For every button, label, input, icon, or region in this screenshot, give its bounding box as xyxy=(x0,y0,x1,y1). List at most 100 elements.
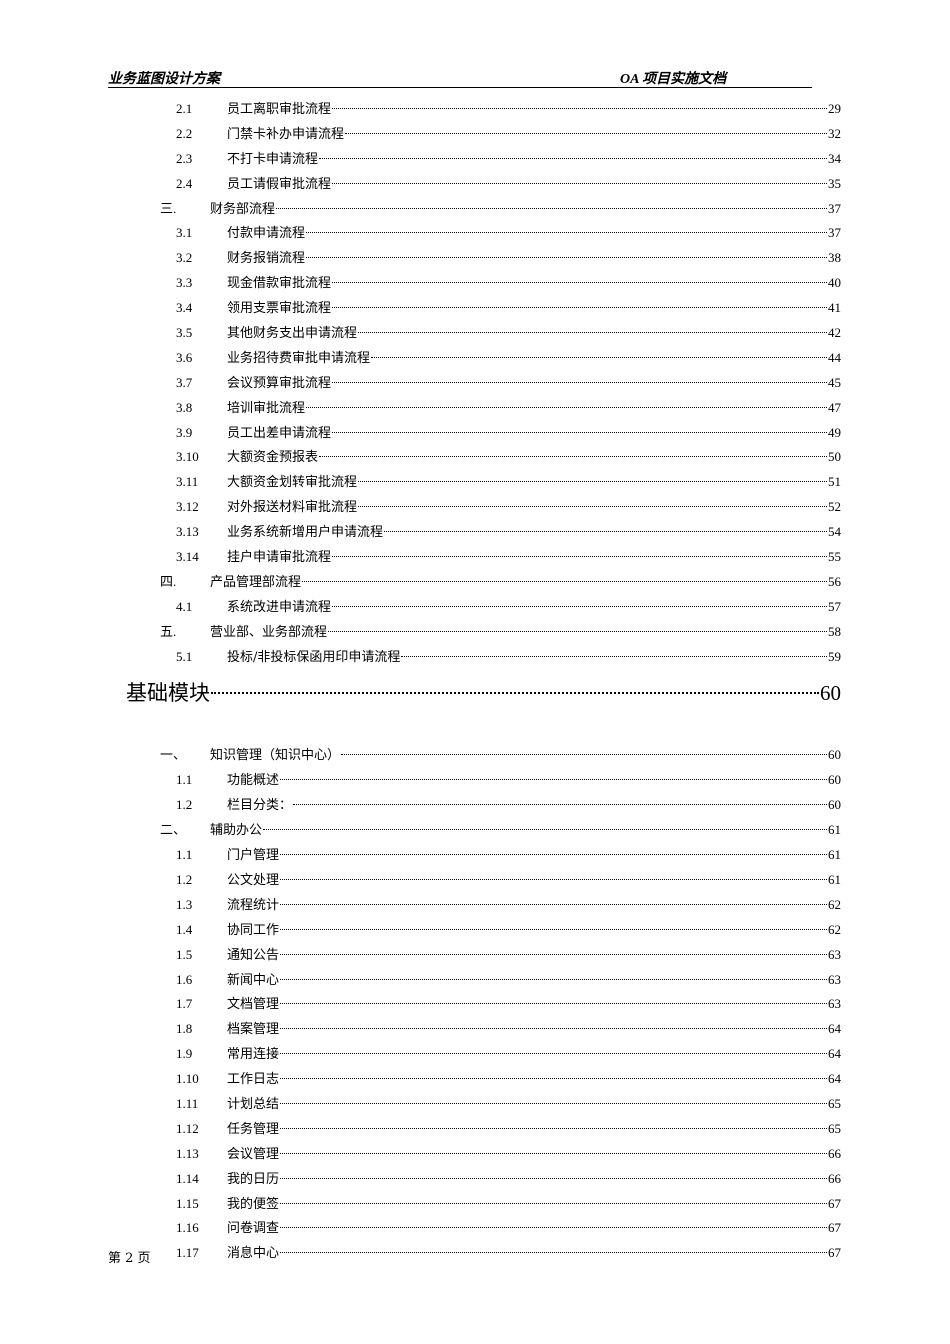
toc-entry[interactable]: 基础模块 60 xyxy=(0,669,950,743)
toc-entry-title[interactable]: 门禁卡补办申请流程 xyxy=(227,126,345,142)
toc-entry[interactable]: 1.3 流程统计 62 xyxy=(0,893,950,918)
toc-entry-title[interactable]: 新闻中心 xyxy=(227,972,280,988)
toc-entry-title[interactable]: 协同工作 xyxy=(227,922,280,938)
toc-entry[interactable]: 2.2 门禁卡补办申请流程 32 xyxy=(0,122,950,147)
toc-entry[interactable]: 1.9 常用连接 64 xyxy=(0,1042,950,1067)
toc-entry[interactable]: 1.5 通知公告 63 xyxy=(0,943,950,968)
toc-entry-number: 3.4 xyxy=(176,300,193,316)
toc-entry[interactable]: 3.8 培训审批流程 47 xyxy=(0,396,950,421)
dot-leader xyxy=(280,1152,827,1154)
toc-entry-number: 3.10 xyxy=(176,449,199,465)
toc-entry[interactable]: 3.2 财务报销流程 38 xyxy=(0,246,950,271)
toc-entry[interactable]: 1.17 消息中心 67 xyxy=(0,1241,950,1266)
toc-entry[interactable]: 2.4 员工请假审批流程 35 xyxy=(0,172,950,197)
toc-entry[interactable]: 5.1 投标/非投标保函用印申请流程 59 xyxy=(0,645,950,670)
toc-entry-title[interactable]: 会议预算审批流程 xyxy=(227,375,332,391)
dot-leader xyxy=(280,1227,827,1229)
toc-entry-title[interactable]: 档案管理 xyxy=(227,1022,280,1038)
toc-entry[interactable]: 3.1 付款申请流程 37 xyxy=(0,221,950,246)
toc-entry-page: 54 xyxy=(828,524,841,540)
toc-entry[interactable]: 1.15 我的便签 67 xyxy=(0,1192,950,1217)
toc-entry-title[interactable]: 会议管理 xyxy=(227,1146,280,1162)
toc-entry[interactable]: 三. 财务部流程 37 xyxy=(0,197,950,222)
toc-entry[interactable]: 3.5 其他财务支出申请流程 42 xyxy=(0,321,950,346)
toc-entry[interactable]: 1.11 计划总结 65 xyxy=(0,1092,950,1117)
toc-entry-title[interactable]: 系统改进申请流程 xyxy=(227,599,332,615)
toc-entry[interactable]: 2.1 员工离职审批流程 29 xyxy=(0,97,950,122)
toc-entry-title[interactable]: 计划总结 xyxy=(227,1096,280,1112)
toc-entry-title[interactable]: 财务部流程 xyxy=(210,201,276,217)
toc-entry[interactable]: 一、 知识管理（知识中心） 60 xyxy=(0,743,950,768)
toc-entry-number: 3.14 xyxy=(176,549,199,565)
toc-entry[interactable]: 3.3 现金借款审批流程 40 xyxy=(0,271,950,296)
toc-entry[interactable]: 3.11 大额资金划转审批流程 51 xyxy=(0,470,950,495)
toc-entry-title[interactable]: 财务报销流程 xyxy=(227,251,306,267)
toc-entry-title[interactable]: 门户管理 xyxy=(227,848,280,864)
toc-entry[interactable]: 1.10 工作日志 64 xyxy=(0,1067,950,1092)
toc-entry-title[interactable]: 文档管理 xyxy=(227,997,280,1013)
toc-entry-title[interactable]: 任务管理 xyxy=(227,1121,280,1137)
toc-entry[interactable]: 3.14 挂户申请审批流程 55 xyxy=(0,545,950,570)
toc-entry[interactable]: 1.16 问卷调查 67 xyxy=(0,1216,950,1241)
toc-entry-title[interactable]: 栏目分类： xyxy=(227,798,293,814)
toc-entry-title[interactable]: 问卷调查 xyxy=(227,1221,280,1237)
toc-entry-title[interactable]: 工作日志 xyxy=(227,1072,280,1088)
toc-entry-title[interactable]: 挂户申请审批流程 xyxy=(227,550,332,566)
toc-entry-title[interactable]: 知识管理（知识中心） xyxy=(210,748,341,764)
toc-entry[interactable]: 1.1 功能概述 60 xyxy=(0,768,950,793)
toc-entry[interactable]: 1.7 文档管理 63 xyxy=(0,992,950,1017)
toc-entry-title[interactable]: 产品管理部流程 xyxy=(210,574,302,590)
toc-entry-title[interactable]: 业务系统新增用户申请流程 xyxy=(227,525,384,541)
toc-entry[interactable]: 3.13 业务系统新增用户申请流程 54 xyxy=(0,520,950,545)
toc-entry-page: 66 xyxy=(828,1145,841,1161)
dot-leader xyxy=(319,456,827,458)
toc-entry[interactable]: 五. 营业部、业务部流程 58 xyxy=(0,620,950,645)
toc-entry-title[interactable]: 对外报送材料审批流程 xyxy=(227,500,358,516)
toc-entry[interactable]: 4.1 系统改进申请流程 57 xyxy=(0,595,950,620)
toc-entry[interactable]: 3.9 员工出差申请流程 49 xyxy=(0,421,950,446)
toc-entry[interactable]: 1.4 协同工作 62 xyxy=(0,918,950,943)
toc-entry-title[interactable]: 我的日历 xyxy=(227,1171,280,1187)
toc-entry[interactable]: 1.12 任务管理 65 xyxy=(0,1117,950,1142)
toc-entry-title[interactable]: 员工请假审批流程 xyxy=(227,176,332,192)
toc-entry[interactable]: 1.14 我的日历 66 xyxy=(0,1167,950,1192)
toc-entry[interactable]: 1.2 公文处理 61 xyxy=(0,868,950,893)
toc-entry[interactable]: 1.13 会议管理 66 xyxy=(0,1142,950,1167)
toc-entry[interactable]: 1.2 栏目分类： 60 xyxy=(0,793,950,818)
toc-entry-title[interactable]: 付款申请流程 xyxy=(227,226,306,242)
toc-entry[interactable]: 1.8 档案管理 64 xyxy=(0,1017,950,1042)
header-doc-title: 业务蓝图设计方案 xyxy=(108,72,220,87)
toc-entry-title[interactable]: 员工离职审批流程 xyxy=(227,102,332,117)
toc-entry-title[interactable]: 其他财务支出申请流程 xyxy=(227,326,358,342)
toc-entry-title[interactable]: 常用连接 xyxy=(227,1047,280,1063)
toc-entry[interactable]: 四. 产品管理部流程 56 xyxy=(0,570,950,595)
toc-entry[interactable]: 3.4 领用支票审批流程 41 xyxy=(0,296,950,321)
toc-entry-title[interactable]: 不打卡申请流程 xyxy=(227,151,319,167)
toc-entry-title[interactable]: 业务招待费审批申请流程 xyxy=(227,350,371,366)
toc-entry-title[interactable]: 领用支票审批流程 xyxy=(227,301,332,317)
toc-entry-title[interactable]: 营业部、业务部流程 xyxy=(210,624,328,640)
toc-entry[interactable]: 2.3 不打卡申请流程 34 xyxy=(0,147,950,172)
toc-entry[interactable]: 3.6 业务招待费审批申请流程 44 xyxy=(0,346,950,371)
toc-entry-title[interactable]: 投标/非投标保函用印申请流程 xyxy=(227,649,401,665)
toc-entry[interactable]: 3.7 会议预算审批流程 45 xyxy=(0,371,950,396)
toc-entry-title[interactable]: 大额资金划转审批流程 xyxy=(227,475,358,491)
toc-entry-title[interactable]: 现金借款审批流程 xyxy=(227,276,332,292)
toc-entry-title[interactable]: 消息中心 xyxy=(227,1246,280,1262)
toc-entry-title[interactable]: 辅助办公 xyxy=(210,823,263,839)
toc-entry[interactable]: 1.1 门户管理 61 xyxy=(0,843,950,868)
toc-entry[interactable]: 3.10 大额资金预报表 50 xyxy=(0,445,950,470)
toc-entry-title[interactable]: 员工出差申请流程 xyxy=(227,425,332,441)
toc-entry-title[interactable]: 大额资金预报表 xyxy=(227,450,319,466)
toc-entry[interactable]: 1.6 新闻中心 63 xyxy=(0,968,950,993)
toc-entry-title[interactable]: 流程统计 xyxy=(227,897,280,913)
toc-entry-title[interactable]: 我的便签 xyxy=(227,1196,280,1212)
toc-entry-title[interactable]: 公文处理 xyxy=(227,872,280,888)
toc-entry-title[interactable]: 基础模块 xyxy=(126,681,210,706)
toc-entry-title[interactable]: 通知公告 xyxy=(227,947,280,963)
toc-entry[interactable]: 二、 辅助办公 61 xyxy=(0,818,950,843)
toc-entry[interactable]: 3.12 对外报送材料审批流程 52 xyxy=(0,495,950,520)
toc-entry-page: 37 xyxy=(828,200,841,216)
toc-entry-title[interactable]: 培训审批流程 xyxy=(227,400,306,416)
toc-entry-title[interactable]: 功能概述 xyxy=(227,773,280,789)
